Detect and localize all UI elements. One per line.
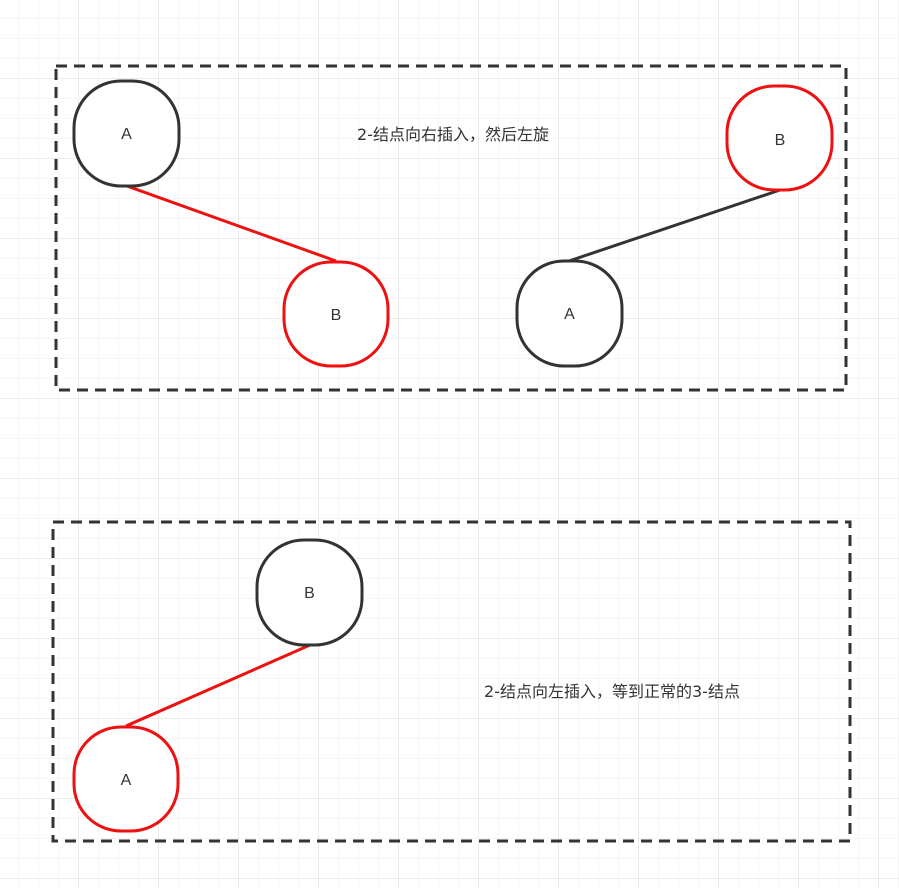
node-label: A xyxy=(121,772,132,789)
right-tree-parent-node: B xyxy=(725,84,834,192)
left-tree-parent-node: A xyxy=(72,79,181,188)
right-tree-link xyxy=(568,188,781,263)
node-circle xyxy=(72,79,181,188)
node-label: A xyxy=(121,126,132,143)
bottom-tree-link xyxy=(125,643,311,728)
panel-bottom: 2-结点向左插入，等到正常的3-结点 B A xyxy=(51,520,852,843)
left-tree-link xyxy=(126,184,337,263)
bottom-tree: B A xyxy=(72,538,364,833)
node-circle xyxy=(515,259,624,368)
left-tree: A B xyxy=(72,79,390,368)
panel-bottom-caption: 2-结点向左插入，等到正常的3-结点 xyxy=(484,682,740,701)
bottom-tree-parent-node: B xyxy=(255,538,364,647)
left-tree-child-node: B xyxy=(282,260,390,368)
node-label: B xyxy=(304,585,315,602)
node-label: B xyxy=(775,132,786,149)
panel-top-caption: 2-结点向右插入，然后左旋 xyxy=(357,125,549,144)
node-circle xyxy=(282,260,390,368)
bottom-tree-child-node: A xyxy=(72,725,180,833)
node-label: A xyxy=(564,306,575,323)
node-circle xyxy=(255,538,364,647)
panel-top: 2-结点向右插入，然后左旋 A B B A xyxy=(54,64,848,392)
node-circle xyxy=(725,84,834,192)
panel-bottom-frame xyxy=(51,520,852,843)
right-tree-child-node: A xyxy=(515,259,624,368)
node-circle xyxy=(72,725,180,833)
right-tree: B A xyxy=(515,84,834,368)
node-label: B xyxy=(331,307,342,324)
